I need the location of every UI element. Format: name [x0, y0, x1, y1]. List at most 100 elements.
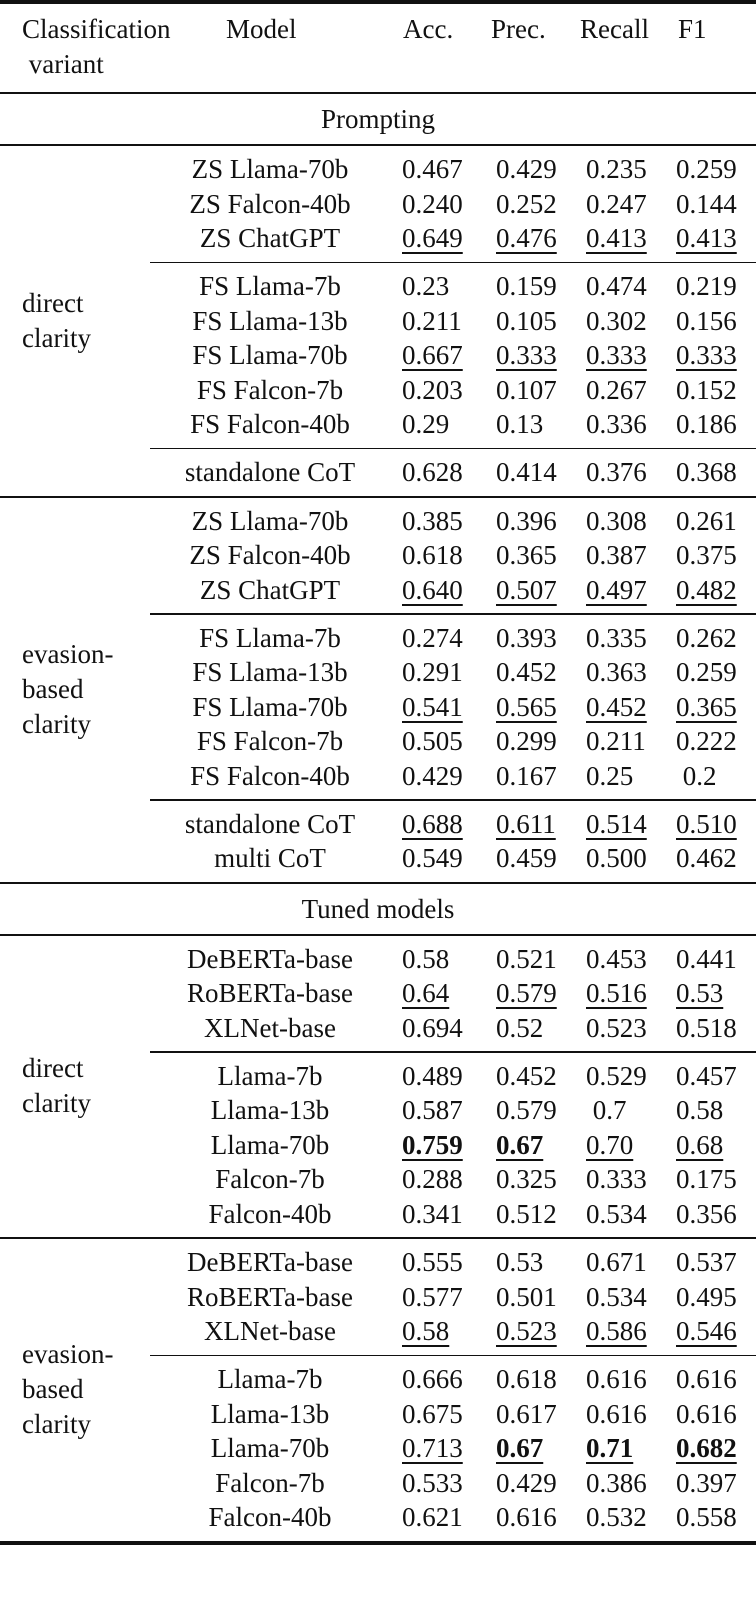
table-row: FS Falcon-7b 0.505 0.299 0.211 0.222: [150, 724, 756, 759]
model-name: Falcon-40b: [208, 1198, 332, 1229]
model-name: XLNet-base: [204, 1012, 336, 1043]
f1-value: 0.558: [676, 1502, 737, 1532]
acc-cell: 0.640: [390, 573, 496, 608]
f1-cell: 0.144: [676, 187, 748, 222]
prec-value: 0.429: [496, 1467, 557, 1498]
prec-value: 0.579: [496, 978, 557, 1008]
f1-cell: 0.457: [676, 1059, 748, 1094]
f1-value: 0.537: [676, 1247, 737, 1277]
table-row: Llama-70b 0.713 0.67 0.71 0.682: [150, 1431, 756, 1466]
model-name: FS Llama-70b: [192, 340, 348, 370]
f1-cell: 0.68: [676, 1128, 748, 1163]
f1-cell: 0.616: [676, 1397, 748, 1432]
recall-value: 0.616: [586, 1364, 647, 1394]
model-subgroup: FS Llama-7b 0.274 0.393 0.335 0.262 FS Llama-…: [150, 615, 756, 800]
recall-cell: 0.529: [586, 1059, 676, 1094]
prec-value: 0.616: [496, 1502, 557, 1532]
acc-cell: 0.675: [390, 1397, 496, 1432]
f1-cell: 0.356: [676, 1197, 748, 1232]
recall-cell: 0.474: [586, 269, 676, 304]
f1-value: 0.58: [676, 1095, 724, 1125]
acc-value: 0.489: [402, 1060, 463, 1091]
prec-value: 0.565: [496, 691, 557, 722]
group-rule: [0, 495, 756, 498]
table-row: ZS ChatGPT 0.640 0.507 0.497 0.482: [150, 573, 756, 608]
model-name: FS Falcon-7b: [196, 726, 344, 756]
variant-label-cell: evasion- based clarity: [0, 1239, 150, 1541]
acc-value: 0.621: [402, 1502, 463, 1532]
prec-value: 0.521: [496, 943, 557, 974]
model-name: RoBERTa-base: [187, 978, 353, 1008]
acc-value: 0.288: [402, 1164, 463, 1194]
results-table: Classification variant Model Acc. Prec. …: [0, 0, 756, 1545]
prec-cell: 0.299: [496, 724, 586, 759]
f1-cell: 0.333: [676, 338, 748, 373]
acc-cell: 0.628: [390, 455, 496, 490]
recall-cell: 0.616: [586, 1362, 676, 1397]
acc-value: 0.58: [402, 1316, 450, 1346]
variant-group: evasion- based clarity DeBERTa-base 0.555 0…: [0, 1239, 756, 1541]
acc-value: 0.618: [402, 540, 463, 570]
recall-value: 0.335: [586, 622, 647, 653]
table-row: FS Falcon-40b 0.429 0.167 0.25 0.2: [150, 759, 756, 794]
model-name: Llama-7b: [217, 1060, 323, 1091]
prec-cell: 0.67: [496, 1128, 586, 1163]
model-name: XLNet-base: [204, 1316, 336, 1346]
recall-cell: 0.452: [586, 690, 676, 725]
prec-cell: 0.579: [496, 1093, 586, 1128]
table-row: Llama-13b 0.675 0.617 0.616 0.616: [150, 1397, 756, 1432]
variant-group: evasion- based clarity ZS Llama-70b 0.385 0…: [0, 498, 756, 882]
model-name: Falcon-40b: [208, 1502, 332, 1532]
table-row: FS Llama-70b 0.541 0.565 0.452 0.365: [150, 690, 756, 725]
f1-cell: 0.222: [676, 724, 748, 759]
acc-value: 0.23: [402, 271, 450, 301]
f1-value: 0.186: [676, 409, 737, 439]
group-rule: [0, 1237, 756, 1239]
acc-value: 0.429: [402, 760, 463, 791]
prec-value: 0.252: [496, 188, 557, 219]
prec-cell: 0.107: [496, 373, 586, 408]
acc-value: 0.291: [402, 657, 463, 687]
recall-cell: 0.7: [586, 1093, 676, 1128]
recall-value: 0.516: [586, 978, 647, 1008]
model-name: FS Llama-7b: [199, 271, 341, 301]
section-rule: [0, 92, 756, 94]
prec-cell: 0.325: [496, 1162, 586, 1197]
model-subgroup: DeBERTa-base 0.58 0.521 0.453 0.441 RoBERTa-b…: [150, 936, 756, 1052]
prec-cell: 0.565: [496, 690, 586, 725]
table-row: FS Llama-13b 0.291 0.452 0.363 0.259: [150, 655, 756, 690]
acc-value: 0.688: [402, 808, 463, 839]
model-name: Llama-13b: [210, 1398, 330, 1429]
acc-value: 0.628: [402, 457, 463, 487]
subgroup-rule: [150, 447, 756, 449]
f1-value: 0.413: [676, 223, 737, 253]
recall-cell: 0.25: [586, 759, 676, 794]
classification-variant-label: direct clarity: [22, 1053, 91, 1119]
model-name: standalone CoT: [184, 457, 356, 487]
acc-cell: 0.291: [390, 655, 496, 690]
section-title: Prompting: [320, 104, 435, 134]
model-subgroup: standalone CoT 0.688 0.611 0.514 0.510 multi …: [150, 801, 756, 882]
prec-cell: 0.459: [496, 841, 586, 876]
model-subgroup: Llama-7b 0.489 0.452 0.529 0.457 Llama-13b 0.5…: [150, 1053, 756, 1238]
table-row: RoBERTa-base 0.64 0.579 0.516 0.53: [150, 976, 756, 1011]
bottom-rule: [0, 1540, 756, 1545]
model-name: FS Llama-70b: [192, 691, 348, 722]
recall-cell: 0.302: [586, 304, 676, 339]
prec-cell: 0.523: [496, 1314, 586, 1349]
recall-value: 0.534: [586, 1281, 647, 1312]
prec-cell: 0.501: [496, 1280, 586, 1315]
model-name: multi CoT: [214, 843, 326, 873]
acc-cell: 0.666: [390, 1362, 496, 1397]
prec-value: 0.452: [496, 1060, 557, 1091]
model-name: RoBERTa-base: [187, 1281, 353, 1312]
f1-value: 0.510: [676, 808, 737, 839]
f1-cell: 0.58: [676, 1093, 748, 1128]
subgroup-rule: [150, 613, 756, 615]
table-header: Classification variant Model Acc. Prec. …: [0, 4, 756, 92]
f1-value: 0.682: [676, 1433, 737, 1463]
acc-cell: 0.58: [390, 1314, 496, 1349]
acc-cell: 0.667: [390, 338, 496, 373]
table-row: Falcon-7b 0.288 0.325 0.333 0.175: [150, 1162, 756, 1197]
table-row: FS Llama-70b 0.667 0.333 0.333 0.333: [150, 338, 756, 373]
